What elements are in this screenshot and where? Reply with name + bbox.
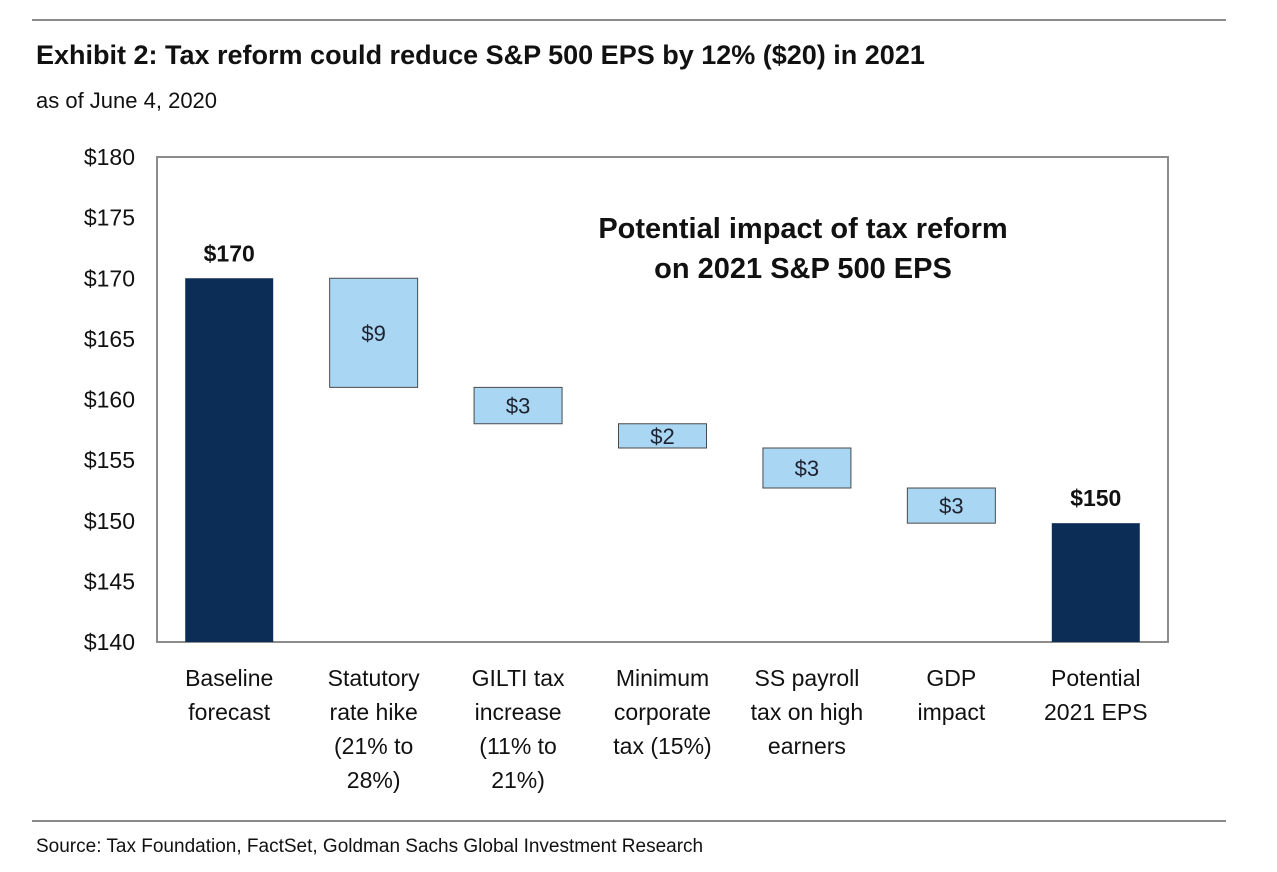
x-category-label: forecast — [188, 699, 270, 725]
chart-subtitle: as of June 4, 2020 — [36, 88, 218, 113]
x-category-label: Minimum — [616, 665, 709, 691]
x-category-label: 21%) — [491, 767, 545, 793]
change-bar — [473, 386, 563, 425]
total-bar — [185, 278, 274, 642]
chart-annotation: Potential impact of tax reform — [598, 213, 1007, 245]
bar-value-label: $9 — [361, 321, 385, 346]
bar-value-label: $170 — [204, 240, 255, 266]
total-bar — [1051, 523, 1140, 642]
y-tick-label: $140 — [84, 629, 135, 655]
x-category-label: Baseline — [185, 665, 273, 691]
bar-value-label: $3 — [939, 494, 963, 519]
y-tick-label: $150 — [84, 508, 135, 534]
x-category-label: earners — [768, 733, 846, 759]
bar-value-label: $150 — [1070, 485, 1121, 511]
y-tick-label: $155 — [84, 447, 135, 473]
x-category-label: tax on high — [751, 699, 864, 725]
x-category-label: SS payroll — [755, 665, 860, 691]
x-category-label: tax (15%) — [613, 733, 711, 759]
change-bar — [762, 447, 852, 489]
x-category-label: corporate — [614, 699, 711, 725]
change-bar — [329, 277, 419, 388]
chart-annotation: on 2021 S&P 500 EPS — [654, 253, 952, 285]
x-category-label: (21% to — [334, 733, 413, 759]
bar-value-label: $3 — [795, 456, 819, 481]
x-category-label: Potential — [1051, 665, 1141, 691]
x-category-label: rate hike — [330, 699, 418, 725]
x-category-label: 2021 EPS — [1044, 699, 1148, 725]
x-category-label: GILTI tax — [472, 665, 565, 691]
bar-value-label: $3 — [506, 394, 530, 419]
bar-value-label: $2 — [650, 424, 674, 449]
bottom-rule — [32, 820, 1226, 822]
x-category-label: (11% to — [479, 733, 557, 759]
y-tick-label: $175 — [84, 205, 135, 231]
change-bar — [618, 423, 707, 449]
y-tick-label: $170 — [84, 265, 135, 291]
plot-frame — [156, 156, 1169, 643]
x-category-label: 28%) — [347, 767, 401, 793]
y-tick-label: $160 — [84, 387, 135, 413]
top-rule — [32, 19, 1226, 21]
x-category-label: impact — [917, 699, 985, 725]
x-category-label: Statutory — [328, 665, 421, 691]
x-category-label: GDP — [926, 665, 976, 691]
y-tick-label: $165 — [84, 326, 135, 352]
x-category-label: increase — [475, 699, 562, 725]
y-tick-label: $180 — [84, 144, 135, 170]
change-bar — [906, 487, 996, 524]
chart-title: Exhibit 2: Tax reform could reduce S&P 5… — [36, 40, 925, 70]
y-tick-label: $145 — [84, 568, 135, 594]
source-note: Source: Tax Foundation, FactSet, Goldman… — [36, 836, 704, 857]
